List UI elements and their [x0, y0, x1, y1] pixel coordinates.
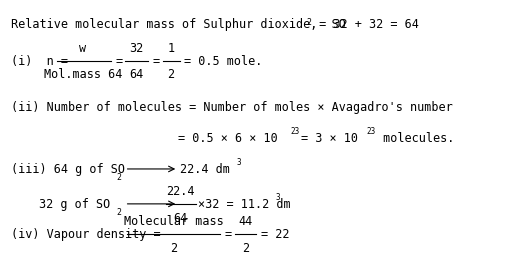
- Text: 2: 2: [116, 207, 121, 216]
- Text: 2: 2: [116, 172, 121, 181]
- Text: (i)  n =: (i) n =: [11, 55, 68, 68]
- Text: 23: 23: [367, 126, 376, 135]
- Text: 3: 3: [276, 192, 280, 201]
- Text: 1: 1: [168, 42, 175, 55]
- Text: 64: 64: [173, 211, 188, 224]
- Text: (iii) 64 g of SO: (iii) 64 g of SO: [11, 163, 125, 176]
- Text: 64: 64: [129, 68, 143, 81]
- Text: = 22: = 22: [261, 228, 290, 241]
- Text: 22.4 dm: 22.4 dm: [180, 163, 231, 176]
- Text: = 3 × 10: = 3 × 10: [301, 132, 358, 145]
- Text: 2: 2: [242, 241, 249, 254]
- Text: Relative molecular mass of Sulphur dioxide,  SO: Relative molecular mass of Sulphur dioxi…: [11, 18, 345, 31]
- Text: 44: 44: [238, 214, 253, 227]
- Text: 2: 2: [168, 68, 175, 81]
- Text: w: w: [79, 42, 86, 55]
- Text: =: =: [115, 55, 123, 68]
- Text: = 0.5 mole.: = 0.5 mole.: [184, 55, 263, 68]
- Text: =: =: [153, 55, 160, 68]
- Text: 32 g of SO: 32 g of SO: [39, 198, 110, 211]
- Text: = 32 + 32 = 64: = 32 + 32 = 64: [312, 18, 419, 31]
- Text: molecules.: molecules.: [376, 132, 454, 145]
- Text: 3: 3: [236, 158, 241, 167]
- Text: =: =: [225, 228, 232, 241]
- Text: (iv) Vapour density =: (iv) Vapour density =: [11, 228, 160, 241]
- Text: 2: 2: [170, 241, 177, 254]
- Text: = 0.5 × 6 × 10: = 0.5 × 6 × 10: [178, 132, 278, 145]
- Text: ×32 = 11.2 dm: ×32 = 11.2 dm: [197, 198, 291, 211]
- Text: (ii) Number of molecules = Number of moles × Avagadro's number: (ii) Number of molecules = Number of mol…: [11, 100, 452, 113]
- Text: 2: 2: [307, 18, 312, 27]
- Text: 32: 32: [129, 42, 143, 55]
- Text: Mol.mass 64: Mol.mass 64: [43, 68, 122, 81]
- Text: Molecular mass: Molecular mass: [124, 214, 223, 227]
- Text: 22.4: 22.4: [166, 184, 195, 197]
- Text: 23: 23: [291, 126, 300, 135]
